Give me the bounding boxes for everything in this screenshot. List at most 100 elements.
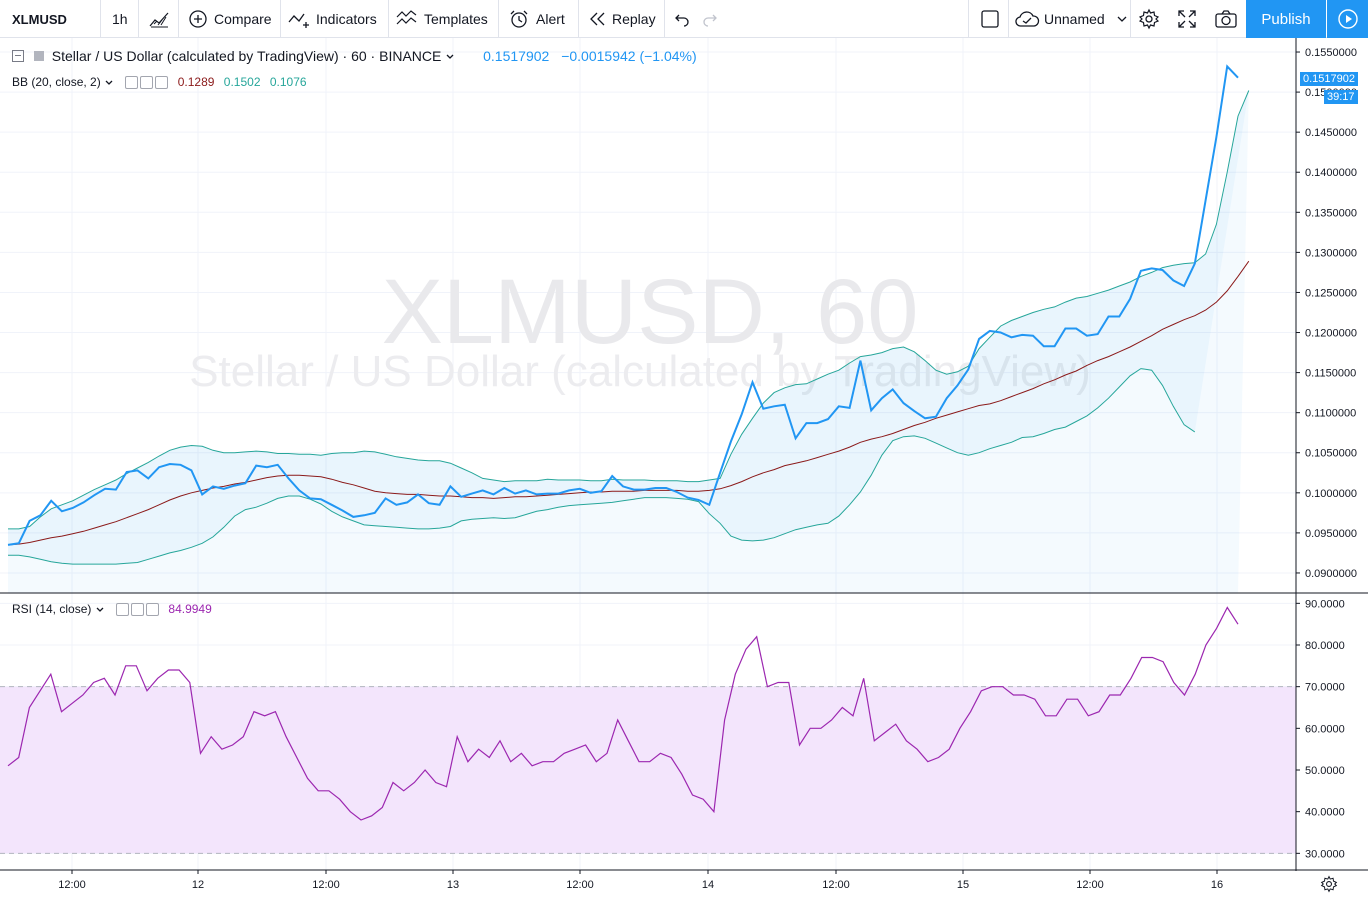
toolbar-divider	[138, 0, 139, 38]
gear-icon	[1320, 875, 1338, 893]
chevron-down-icon[interactable]	[104, 79, 114, 87]
time-tick-label: 13	[447, 879, 459, 891]
scale-settings-button[interactable]	[1320, 875, 1338, 898]
symbol-search[interactable]: XLMUSD	[12, 0, 67, 38]
chevron-down-icon	[1117, 16, 1127, 22]
replay-button[interactable]: Replay	[588, 0, 656, 38]
time-tick-label: 12	[192, 879, 204, 891]
rsi-tick-label: 70.0000	[1305, 682, 1345, 694]
time-tick-label: 12:00	[566, 879, 594, 891]
price-tick-label: 0.1450000	[1305, 127, 1357, 139]
price-change-value: −0.0015942 (−1.04%)	[561, 48, 697, 64]
fullscreen-box-button[interactable]	[980, 0, 1000, 38]
bar-countdown-tag: 39:17	[1324, 90, 1358, 104]
templates-label: Templates	[424, 11, 488, 27]
templates-icon	[396, 10, 417, 25]
toolbar-divider	[388, 0, 389, 38]
price-tick-label: 0.0950000	[1305, 528, 1357, 540]
gear-icon[interactable]	[131, 603, 145, 617]
price-tick-label: 0.0900000	[1305, 568, 1357, 580]
main-legend: Stellar / US Dollar (calculated by Tradi…	[12, 48, 697, 64]
rsi-legend: RSI (14, close) 84.9949	[12, 602, 212, 617]
series-title: Stellar / US Dollar (calculated by Tradi…	[51, 48, 442, 64]
time-tick-label: 15	[957, 879, 969, 891]
close-icon[interactable]	[146, 603, 160, 617]
toolbar-divider	[664, 0, 665, 38]
watermark-symbol: XLMUSD, 60	[382, 261, 919, 363]
chevron-down-icon[interactable]	[95, 606, 105, 614]
symbol-label: XLMUSD	[12, 11, 67, 27]
price-tick-label: 0.1000000	[1305, 488, 1357, 500]
price-tick-label: 0.1550000	[1305, 47, 1357, 59]
bb-legend: BB (20, close, 2) 0.1289 0.1502 0.1076	[12, 75, 307, 90]
rsi-tick-label: 90.0000	[1305, 598, 1345, 610]
bb-upper-value: 0.1502	[223, 75, 261, 89]
eye-icon[interactable]	[125, 76, 139, 90]
play-circle-icon	[1337, 9, 1358, 29]
rsi-band	[0, 686, 1296, 854]
publish-menu-button[interactable]	[1327, 0, 1368, 38]
indicators-label: Indicators	[316, 11, 377, 27]
time-axis-bg	[0, 871, 1368, 897]
bb-lower-line	[8, 368, 1196, 565]
compare-button[interactable]: Compare	[188, 0, 272, 38]
rsi-value: 84.9949	[168, 602, 212, 616]
collapse-icon[interactable]	[12, 50, 24, 63]
alarm-clock-icon	[510, 10, 528, 28]
price-axis-bg	[1297, 38, 1368, 897]
rewind-icon	[590, 12, 605, 26]
interval-button[interactable]: 1h	[112, 0, 128, 38]
close-icon[interactable]	[155, 76, 169, 90]
time-tick-label: 14	[702, 879, 714, 891]
templates-button[interactable]: Templates	[396, 0, 488, 38]
fullscreen-button[interactable]	[1176, 0, 1198, 38]
price-tick-label: 0.1250000	[1305, 287, 1357, 299]
redo-icon	[703, 14, 717, 27]
bb-lower-value: 0.1076	[269, 75, 307, 89]
compare-label: Compare	[214, 11, 272, 27]
top-toolbar: XLMUSD 1h Compare Indicators Templates A…	[0, 0, 1368, 38]
bb-label: BB (20, close, 2)	[12, 75, 101, 89]
time-tick-label: 12:00	[822, 879, 850, 891]
toolbar-divider	[178, 0, 179, 38]
bb-upper-line	[8, 90, 1250, 530]
price-tick-label: 0.1050000	[1305, 448, 1357, 460]
eye-icon[interactable]	[116, 603, 130, 617]
bb-band-fill	[8, 90, 1249, 565]
snapshot-button[interactable]	[1214, 0, 1238, 38]
rsi-tick-label: 30.0000	[1305, 848, 1345, 860]
layout-name-label: Unnamed	[1044, 11, 1105, 27]
toolbar-divider	[578, 0, 579, 38]
time-tick-label: 12:00	[58, 879, 86, 891]
rsi-tick-label: 60.0000	[1305, 723, 1345, 735]
time-tick-label: 12:00	[1076, 879, 1104, 891]
interval-label: 1h	[112, 11, 128, 27]
redo-button[interactable]	[702, 0, 718, 38]
time-tick-label: 16	[1211, 879, 1223, 891]
gear-icon	[1138, 8, 1160, 30]
layout-menu[interactable]: Unnamed	[1014, 0, 1129, 38]
rsi-line	[7, 606, 1239, 821]
chart-canvas[interactable]: XLMUSD, 60 Stellar / US Dollar (calculate…	[0, 38, 1368, 897]
price-line	[7, 64, 1239, 546]
square-icon	[981, 10, 999, 28]
settings-button[interactable]	[1138, 0, 1160, 38]
bb-area-fill	[8, 90, 1249, 593]
chevron-down-icon[interactable]	[445, 53, 455, 61]
price-tick-label: 0.1350000	[1305, 207, 1357, 219]
price-tick-label: 0.1150000	[1305, 368, 1356, 380]
rsi-tick-label: 80.0000	[1305, 640, 1345, 652]
chart-style-button[interactable]	[148, 0, 170, 38]
publish-button[interactable]: Publish	[1246, 0, 1326, 38]
toolbar-divider	[100, 0, 101, 38]
alert-button[interactable]: Alert	[508, 0, 565, 38]
toolbar-divider	[968, 0, 969, 38]
indicators-button[interactable]: Indicators	[288, 0, 377, 38]
cloud-icon	[1015, 11, 1040, 27]
undo-button[interactable]	[674, 0, 690, 38]
plus-circle-icon	[189, 10, 207, 28]
gear-icon[interactable]	[140, 76, 154, 90]
price-tick-label: 0.1100000	[1305, 408, 1356, 420]
last-price-value: 0.1517902	[483, 48, 550, 64]
price-tick-label: 0.1200000	[1305, 328, 1357, 340]
